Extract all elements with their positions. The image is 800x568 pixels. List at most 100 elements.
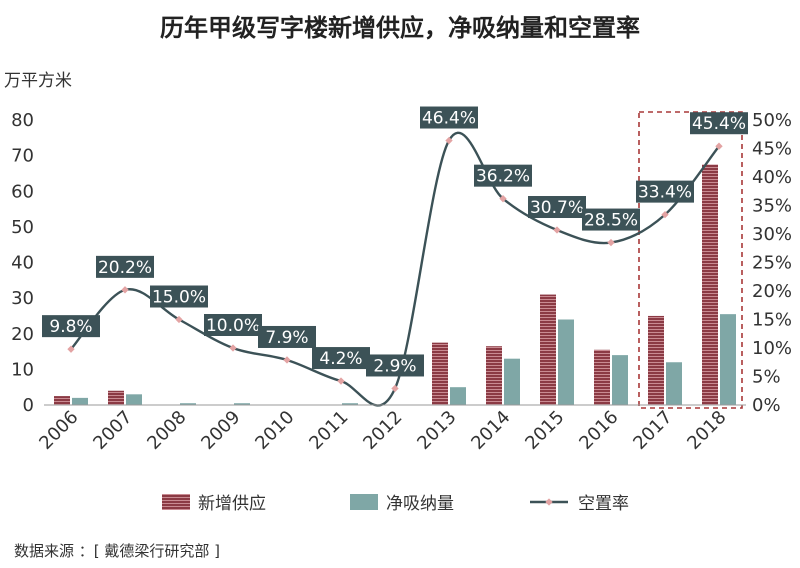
y-right-tick-40pct: 40%	[752, 167, 792, 188]
vacancy-point-2015	[553, 226, 561, 234]
vacancy-point-2016	[607, 238, 615, 247]
vacancy-label-2009: 10.0%	[206, 316, 260, 336]
x-tick-2015: 2015	[521, 407, 568, 454]
vacancy-label-2012: 2.9%	[373, 356, 416, 376]
highlight-box	[638, 111, 743, 409]
vacancy-label-2007: 20.2%	[98, 258, 152, 278]
vacancy-label-bg-2007	[96, 255, 154, 278]
x-tick-2017: 2017	[629, 407, 676, 454]
vacancy-label-2010: 7.9%	[265, 328, 308, 348]
bar-absorption-2014	[504, 358, 520, 405]
vacancy-label-bg-2008	[150, 285, 208, 308]
legend-label-supply: 新增供应	[198, 494, 266, 514]
vacancy-label-bg-2010	[258, 325, 316, 348]
vacancy-label-2017: 33.4%	[638, 183, 692, 203]
source-note: 数据来源 ：[ 戴德梁行研究部 ]	[14, 542, 221, 560]
x-tick-2007: 2007	[89, 407, 136, 454]
vacancy-label-2015: 30.7%	[530, 198, 584, 218]
x-tick-2014: 2014	[467, 407, 514, 454]
bar-absorption-2015	[558, 319, 574, 405]
bar-absorption-2016	[612, 355, 628, 405]
y-right-tick-10pct: 10%	[752, 338, 792, 359]
y-left-tick-30: 30	[11, 288, 34, 309]
x-tick-2006: 2006	[35, 407, 82, 454]
y-right-tick-15pct: 15%	[752, 310, 792, 331]
legend-label-vacancy: 空置率	[578, 494, 629, 514]
bar-absorption-2017	[666, 362, 682, 405]
y-left-tick-70: 70	[11, 146, 34, 167]
vacancy-label-bg-2016	[582, 208, 640, 231]
x-tick-2010: 2010	[251, 407, 298, 454]
y-right-tick-5pct: 5%	[752, 367, 781, 388]
legend-label-absorption: 净吸纳量	[386, 494, 454, 514]
vacancy-label-bg-2014	[474, 164, 532, 187]
vacancy-label-bg-2012	[366, 354, 424, 377]
vacancy-label-bg-2011	[312, 347, 370, 370]
vacancy-point-2014	[499, 194, 507, 203]
x-tick-2008: 2008	[143, 407, 190, 454]
y-right-tick-0pct: 0%	[752, 395, 781, 416]
bar-absorption-2009	[234, 403, 250, 405]
vacancy-point-2006	[67, 345, 75, 353]
y-left-tick-40: 40	[11, 253, 34, 274]
vacancy-label-2018: 45.4%	[692, 114, 746, 134]
vacancy-label-bg-2018	[690, 112, 748, 135]
x-tick-2012: 2012	[359, 407, 406, 454]
vacancy-label-bg-2006	[42, 315, 100, 338]
x-tick-2011: 2011	[305, 407, 352, 454]
y-axis-unit-label: 万平方米	[4, 71, 72, 91]
bar-supply-2017	[648, 315, 664, 405]
bar-supply-2006	[54, 396, 70, 405]
bar-supply-2007	[108, 390, 124, 405]
y-right-tick-45pct: 45%	[752, 139, 792, 160]
vacancy-label-2013: 46.4%	[422, 109, 476, 129]
y-right-tick-20pct: 20%	[752, 281, 792, 302]
vacancy-label-2014: 36.2%	[476, 167, 530, 187]
y-right-tick-50pct: 50%	[752, 110, 792, 131]
vacancy-label-2008: 15.0%	[152, 288, 206, 308]
y-left-tick-20: 20	[11, 324, 34, 345]
vacancy-label-bg-2015	[528, 196, 586, 219]
y-left-tick-0: 0	[23, 395, 34, 416]
vacancy-point-2011	[337, 377, 345, 385]
x-tick-2009: 2009	[197, 407, 244, 454]
vacancy-point-2007	[121, 286, 129, 294]
bar-absorption-2011	[342, 403, 358, 405]
vacancy-label-bg-2013	[420, 106, 478, 129]
legend-swatch-supply	[162, 494, 190, 510]
vacancy-label-bg-2009	[204, 314, 262, 336]
y-left-tick-10: 10	[11, 359, 34, 380]
vacancy-point-2009	[229, 344, 237, 352]
vacancy-label-bg-2017	[636, 180, 694, 203]
x-tick-2013: 2013	[413, 407, 460, 454]
vacancy-point-2018	[715, 142, 723, 150]
vacancy-point-2008	[175, 315, 183, 324]
vacancy-label-2011: 4.2%	[319, 349, 362, 369]
legend-swatch-absorption	[350, 494, 378, 510]
bar-supply-2016	[594, 349, 610, 405]
legend-marker-vacancy	[545, 498, 553, 506]
vacancy-label-2006: 9.8%	[49, 317, 92, 337]
bar-absorption-2008	[180, 403, 196, 405]
x-tick-2018: 2018	[683, 407, 730, 454]
vacancy-point-2010	[283, 356, 291, 364]
bar-absorption-2018	[720, 314, 736, 405]
x-tick-2016: 2016	[575, 407, 622, 454]
vacancy-label-2016: 28.5%	[584, 211, 638, 231]
y-left-tick-80: 80	[11, 110, 34, 131]
bar-supply-2014	[486, 346, 502, 405]
y-right-tick-30pct: 30%	[752, 224, 792, 245]
bar-absorption-2007	[126, 394, 142, 405]
y-right-tick-35pct: 35%	[752, 196, 792, 217]
chart-title: 历年甲级写字楼新增供应，净吸纳量和空置率	[160, 14, 640, 42]
bar-supply-2018	[702, 164, 718, 405]
bar-supply-2013	[432, 342, 448, 405]
bar-absorption-2006	[72, 397, 88, 405]
vacancy-point-2012	[391, 384, 399, 393]
y-left-tick-60: 60	[11, 181, 34, 202]
y-left-tick-50: 50	[11, 217, 34, 238]
bar-supply-2015	[540, 294, 556, 405]
bar-absorption-2013	[450, 387, 466, 405]
vacancy-point-2013	[445, 136, 453, 145]
